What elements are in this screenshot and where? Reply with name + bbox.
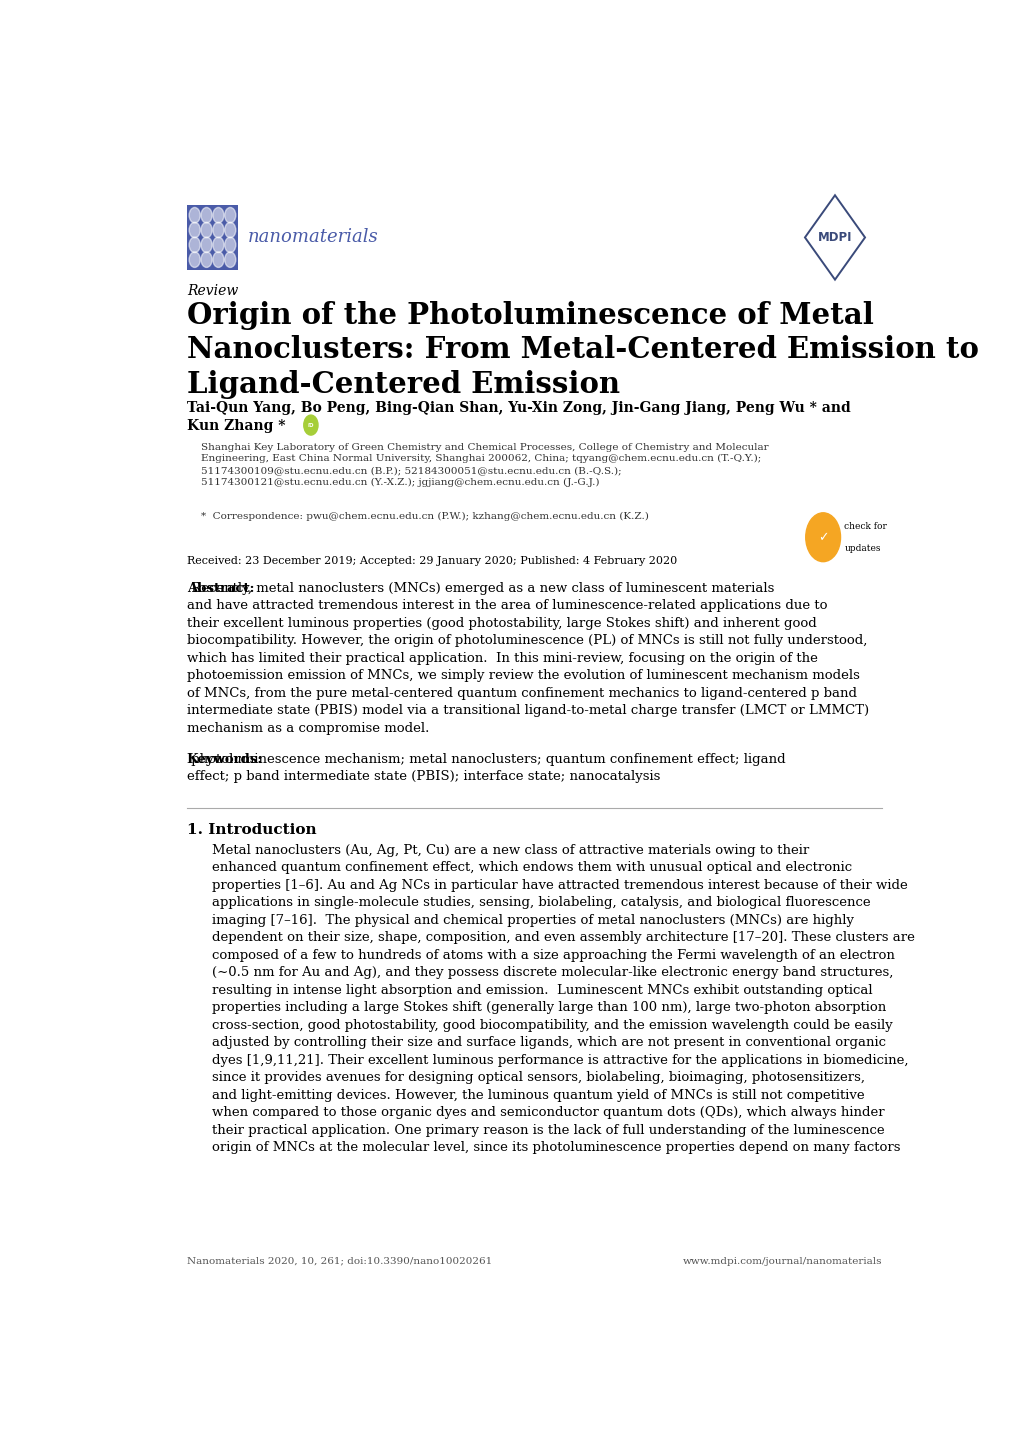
Circle shape (201, 236, 212, 252)
Text: Received: 23 December 2019; Accepted: 29 January 2020; Published: 4 February 202: Received: 23 December 2019; Accepted: 29… (186, 557, 677, 567)
Circle shape (805, 513, 840, 561)
Circle shape (213, 236, 224, 252)
Text: Abstract:: Abstract: (186, 581, 254, 594)
Circle shape (201, 222, 212, 238)
Text: www.mdpi.com/journal/nanomaterials: www.mdpi.com/journal/nanomaterials (683, 1256, 881, 1266)
Circle shape (201, 252, 212, 267)
Text: Shanghai Key Laboratory of Green Chemistry and Chemical Processes, College of Ch: Shanghai Key Laboratory of Green Chemist… (201, 443, 768, 486)
Text: Review: Review (186, 284, 237, 298)
Circle shape (213, 222, 224, 238)
Circle shape (213, 252, 224, 267)
Text: ✓: ✓ (817, 531, 827, 544)
Text: check for: check for (844, 522, 887, 531)
Circle shape (189, 208, 200, 224)
Text: Recently, metal nanoclusters (MNCs) emerged as a new class of luminescent materi: Recently, metal nanoclusters (MNCs) emer… (186, 581, 868, 734)
Text: Tai-Qun Yang, Bo Peng, Bing-Qian Shan, Yu-Xin Zong, Jin-Gang Jiang, Peng Wu * an: Tai-Qun Yang, Bo Peng, Bing-Qian Shan, Y… (186, 401, 850, 433)
Circle shape (224, 222, 235, 238)
Circle shape (189, 236, 200, 252)
Circle shape (304, 415, 318, 435)
Text: Origin of the Photoluminescence of Metal
Nanoclusters: From Metal-Centered Emiss: Origin of the Photoluminescence of Metal… (186, 301, 977, 399)
Circle shape (224, 236, 235, 252)
Circle shape (213, 208, 224, 224)
Text: iD: iD (308, 423, 314, 428)
Text: nanomaterials: nanomaterials (248, 228, 378, 247)
Text: Nanomaterials 2020, 10, 261; doi:10.3390/nano10020261: Nanomaterials 2020, 10, 261; doi:10.3390… (186, 1256, 491, 1266)
Text: Metal nanoclusters (Au, Ag, Pt, Cu) are a new class of attractive materials owin: Metal nanoclusters (Au, Ag, Pt, Cu) are … (212, 844, 914, 1154)
Text: MDPI: MDPI (817, 231, 852, 244)
FancyBboxPatch shape (186, 205, 238, 270)
Circle shape (189, 222, 200, 238)
Text: photoluminescence mechanism; metal nanoclusters; quantum confinement effect; lig: photoluminescence mechanism; metal nanoc… (186, 753, 785, 783)
Circle shape (224, 252, 235, 267)
Text: 1. Introduction: 1. Introduction (186, 822, 316, 836)
Text: Keywords:: Keywords: (186, 753, 263, 766)
Text: updates: updates (844, 544, 880, 552)
Circle shape (224, 208, 235, 224)
Circle shape (201, 208, 212, 224)
Circle shape (189, 252, 200, 267)
Text: *  Correspondence: pwu@chem.ecnu.edu.cn (P.W.); kzhang@chem.ecnu.edu.cn (K.Z.): * Correspondence: pwu@chem.ecnu.edu.cn (… (201, 512, 648, 521)
